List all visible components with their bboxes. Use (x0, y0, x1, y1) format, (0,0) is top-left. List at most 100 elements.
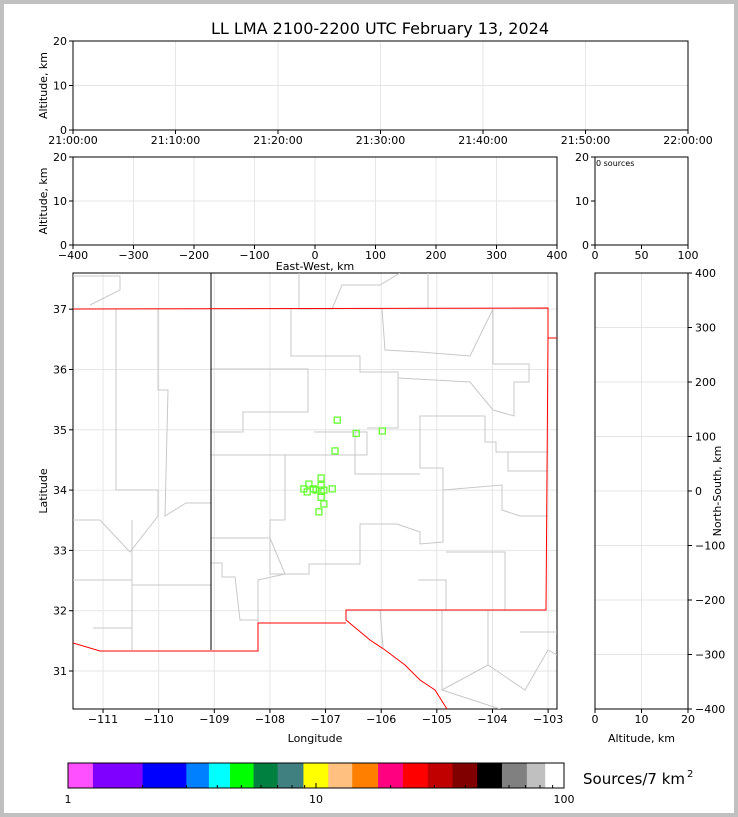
x-tick-label: 400 (547, 249, 568, 262)
colorbar-swatch (402, 763, 429, 788)
x-tick-label: −105 (422, 713, 452, 726)
x-tick-label: −111 (88, 713, 118, 726)
x-tick-label: 21:30:00 (356, 134, 405, 147)
x-tick-label: −200 (179, 249, 209, 262)
x-tick-label: 21:50:00 (561, 134, 610, 147)
x-tick-label: −109 (199, 713, 229, 726)
y-tick-label: 10 (575, 195, 589, 208)
x-tick-label: 21:10:00 (151, 134, 200, 147)
y-tick-label: 0 (60, 239, 67, 252)
x-tick-label: 10 (635, 713, 649, 726)
colorbar-tick-label: 10 (309, 793, 323, 806)
colorbar-swatch (92, 763, 144, 788)
colorbar-label: Sources/7 km (583, 770, 685, 788)
panel-histogram: 0 50 100 0 10 20 0 sources (575, 151, 699, 262)
x-tick-label: −103 (533, 713, 563, 726)
y-axis-label: North-South, km (711, 446, 724, 537)
source-point (378, 427, 386, 435)
colorbar-swatch (526, 763, 546, 788)
x-tick-label: −104 (477, 713, 507, 726)
panel-time-altitude: 21:00:00 21:10:00 21:20:00 21:30:00 21:40:00… (37, 35, 713, 147)
y-tick-label: 32 (53, 605, 67, 618)
x-axis-label: East-West, km (276, 260, 354, 273)
chart-title: LL LMA 2100-2200 UTC February 13, 2024 (211, 19, 549, 38)
x-tick-label: 100 (365, 249, 386, 262)
annotation: 0 sources (596, 159, 634, 168)
x-tick-label: 200 (426, 249, 447, 262)
panel-east-west-altitude: −400 −300 −200 −100 0 100 200 300 400 0 10 20 East-W… (37, 151, 568, 273)
source-point (317, 493, 325, 501)
y-tick-label: 0 (582, 239, 589, 252)
source-point (320, 486, 328, 494)
axes-frame (72, 272, 558, 710)
x-axis-label: Altitude, km (608, 732, 675, 745)
axes-frame (594, 272, 689, 710)
y-tick-label: −100 (695, 540, 725, 553)
colorbar-swatch (545, 763, 565, 788)
y-tick-label: −400 (695, 703, 725, 716)
x-tick-label: 0 (592, 713, 599, 726)
axes-frame (72, 156, 558, 246)
source-point (333, 416, 341, 424)
colorbar-swatch (477, 763, 503, 788)
y-tick-label: 20 (53, 35, 67, 48)
x-tick-label: 0 (592, 249, 599, 262)
y-tick-label: 10 (53, 80, 67, 93)
colorbar-swatch (452, 763, 478, 788)
y-tick-label: 400 (695, 267, 716, 280)
source-point (352, 429, 360, 438)
x-tick-label: −300 (118, 249, 148, 262)
source-point (331, 447, 339, 455)
colorbar-swatch (277, 763, 304, 788)
x-axis-label: Longitude (288, 732, 343, 745)
y-axis-label: Altitude, km (37, 52, 50, 119)
x-tick-label: 50 (635, 249, 649, 262)
colorbar-tick-label: 1 (65, 793, 72, 806)
x-tick-label: −106 (366, 713, 396, 726)
source-point (328, 485, 336, 493)
y-tick-label: 34 (53, 484, 67, 497)
x-tick-label: 22:00:00 (663, 134, 712, 147)
panel-altitude-north-south: 0 10 20−400 −300 −200 −100 0 100 200 300 400 Altitu… (592, 267, 726, 745)
x-tick-label: −110 (144, 713, 174, 726)
colorbar-label-superscript: 2 (687, 769, 693, 780)
colorbar-swatch (208, 763, 231, 788)
y-tick-label: 300 (695, 322, 716, 335)
y-tick-label: 20 (575, 151, 589, 164)
x-tick-label: 21:20:00 (253, 134, 302, 147)
colorbar-swatch (68, 763, 94, 788)
x-tick-label: −400 (58, 249, 88, 262)
y-axis-label: Latitude (37, 468, 50, 514)
y-tick-label: −300 (695, 649, 725, 662)
colorbar-swatch (427, 763, 453, 788)
y-tick-label: 37 (53, 303, 67, 316)
axes-frame (72, 40, 689, 131)
colorbar-swatch (501, 763, 528, 788)
source-point (305, 480, 313, 488)
y-tick-label: 35 (53, 424, 67, 437)
colorbar-swatch (186, 763, 210, 788)
colorbar-swatch (328, 763, 353, 788)
x-tick-label: −100 (239, 249, 269, 262)
x-tick-label: 0 (312, 249, 319, 262)
x-tick-label: −107 (310, 713, 340, 726)
y-tick-label: 100 (695, 431, 716, 444)
colorbar-swatch (378, 763, 404, 788)
map-boundaries (73, 273, 557, 709)
y-tick-label: 33 (53, 544, 67, 557)
y-axis-label: Altitude, km (37, 167, 50, 234)
y-tick-label: 20 (53, 151, 67, 164)
source-point (317, 474, 325, 482)
colorbar-swatch (253, 763, 279, 788)
source-point (315, 508, 323, 516)
y-tick-label: 36 (53, 363, 67, 376)
colorbar-swatch (142, 763, 187, 788)
y-tick-label: 31 (53, 665, 67, 678)
x-tick-label: 20 (681, 713, 695, 726)
x-tick-label: 21:40:00 (458, 134, 507, 147)
x-tick-label: 300 (486, 249, 507, 262)
y-tick-label: 200 (695, 376, 716, 389)
axes-frame (594, 156, 689, 246)
